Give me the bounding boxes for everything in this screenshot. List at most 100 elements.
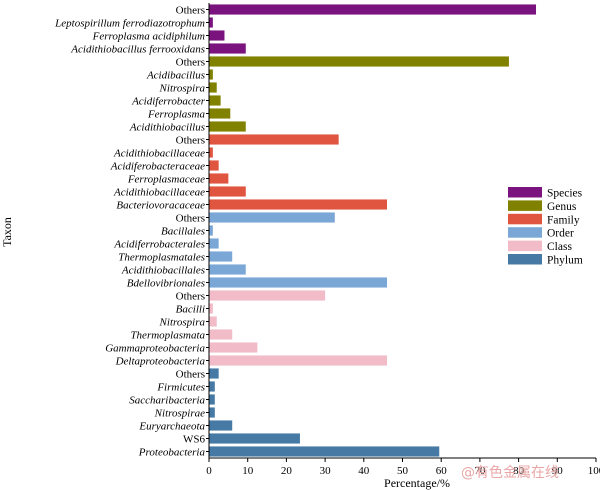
legend-label: Class [547,241,572,253]
bar [209,108,231,119]
category-label: Nitrospira [159,317,206,329]
bar [209,264,246,275]
axes-group: 0 10 20 30 40 50 60 70 80 90 100 [206,3,600,477]
category-label: Ferroplasma [147,109,206,121]
category-label: Acidithiobacillales [121,265,205,277]
category-label: Deltaproteobacteria [115,356,206,368]
bar [209,4,537,15]
category-label: Others [176,57,205,69]
category-label: Gammaproteobacteria [105,343,205,355]
bar [209,368,219,379]
category-label: Bacteriovoracaceae [116,200,205,212]
bar [209,394,215,405]
bar [209,95,221,106]
category-label: Bdellovibrionales [127,278,205,290]
legend-swatch [508,227,542,238]
legend-label: Family [547,214,580,226]
bars-group [209,4,537,457]
bar [209,17,213,28]
x-axis-title: Percentage/% [384,476,450,490]
category-label: Acidithiobacillus ferrooxidans [70,44,205,56]
bar [209,355,388,366]
category-label: Acidithiobacillaceae [113,148,205,160]
category-label: Thermoplasmatales [118,252,205,264]
bar [209,329,233,340]
category-label: Others [176,213,205,225]
x-tick-label: 0 [206,465,212,477]
category-label: Bacillales [161,226,205,238]
bar [209,121,246,132]
category-label: Euryarchaeota [138,421,205,433]
legend-swatch [508,187,542,198]
y-axis-title: Taxon [0,217,14,247]
x-tick-label: 100 [588,465,600,477]
category-label: Acidibacillus [146,70,205,82]
bar [209,30,225,41]
x-tick-label: 30 [320,465,332,477]
bar [209,225,213,236]
category-label: Ferroplasmaceae [127,174,205,186]
bar [209,342,258,353]
legend-swatch [508,213,542,225]
category-label: Leptospirillum ferrodiazotrophum [54,18,205,30]
category-label: Acidithiobacillus [129,122,205,134]
category-label: Others [176,135,205,147]
bar [209,82,217,93]
bar [209,251,233,262]
bar [209,134,339,145]
category-label: Ferroplasma acidiphilum [92,31,205,43]
category-label: Bacilli [176,304,205,316]
legend-swatch [508,240,542,252]
bar [209,56,509,67]
bar [209,420,233,431]
category-label: Thermoplasmata [130,330,205,342]
x-tick-label: 40 [358,465,370,477]
category-label: Saccharibacteria [129,395,205,407]
category-label: Acidiferrobacterales [113,239,205,251]
bar [209,433,300,444]
category-label: Acidithiobacillaceae [113,187,205,199]
category-label: Others [176,369,205,381]
category-label: Nitrospira [159,83,206,95]
bar [209,69,213,80]
bar [209,290,326,301]
x-tick-label: 20 [281,465,293,477]
category-label: Others [176,5,205,17]
legend-swatch [508,254,542,265]
x-tick-label: 10 [242,465,254,477]
bar [209,212,335,223]
watermark-text: @有色金属在线 [461,464,559,481]
category-label: Acidiferobacteraceae [110,161,205,173]
bar [209,173,229,184]
x-tick-label: 50 [397,465,409,477]
bar [209,277,388,288]
category-label: Nitrospirae [154,408,205,420]
category-label: Proteobacteria [138,447,206,459]
bar [209,186,246,197]
category-label: Others [176,291,205,303]
bar [209,381,215,392]
bar [209,238,219,249]
x-tick-label: 60 [436,465,448,477]
category-label: Firmicutes [156,382,205,394]
bar [209,316,217,327]
bar [209,43,246,54]
category-label: Acidiferrobacter [131,96,206,108]
legend-label: Phylum [547,255,583,267]
bar [209,199,388,210]
x-tick-label: 80 [513,465,525,477]
bar [209,160,219,171]
legend-label: Genus [547,201,577,213]
bar [209,303,213,314]
x-tick-label: 90 [552,465,564,477]
legend-label: Order [547,228,574,240]
legend-swatch [508,200,542,211]
bar [209,147,213,158]
bar [209,407,215,418]
legend-label: Species [547,188,583,200]
bar [209,446,440,457]
x-tick-label: 70 [474,465,486,477]
